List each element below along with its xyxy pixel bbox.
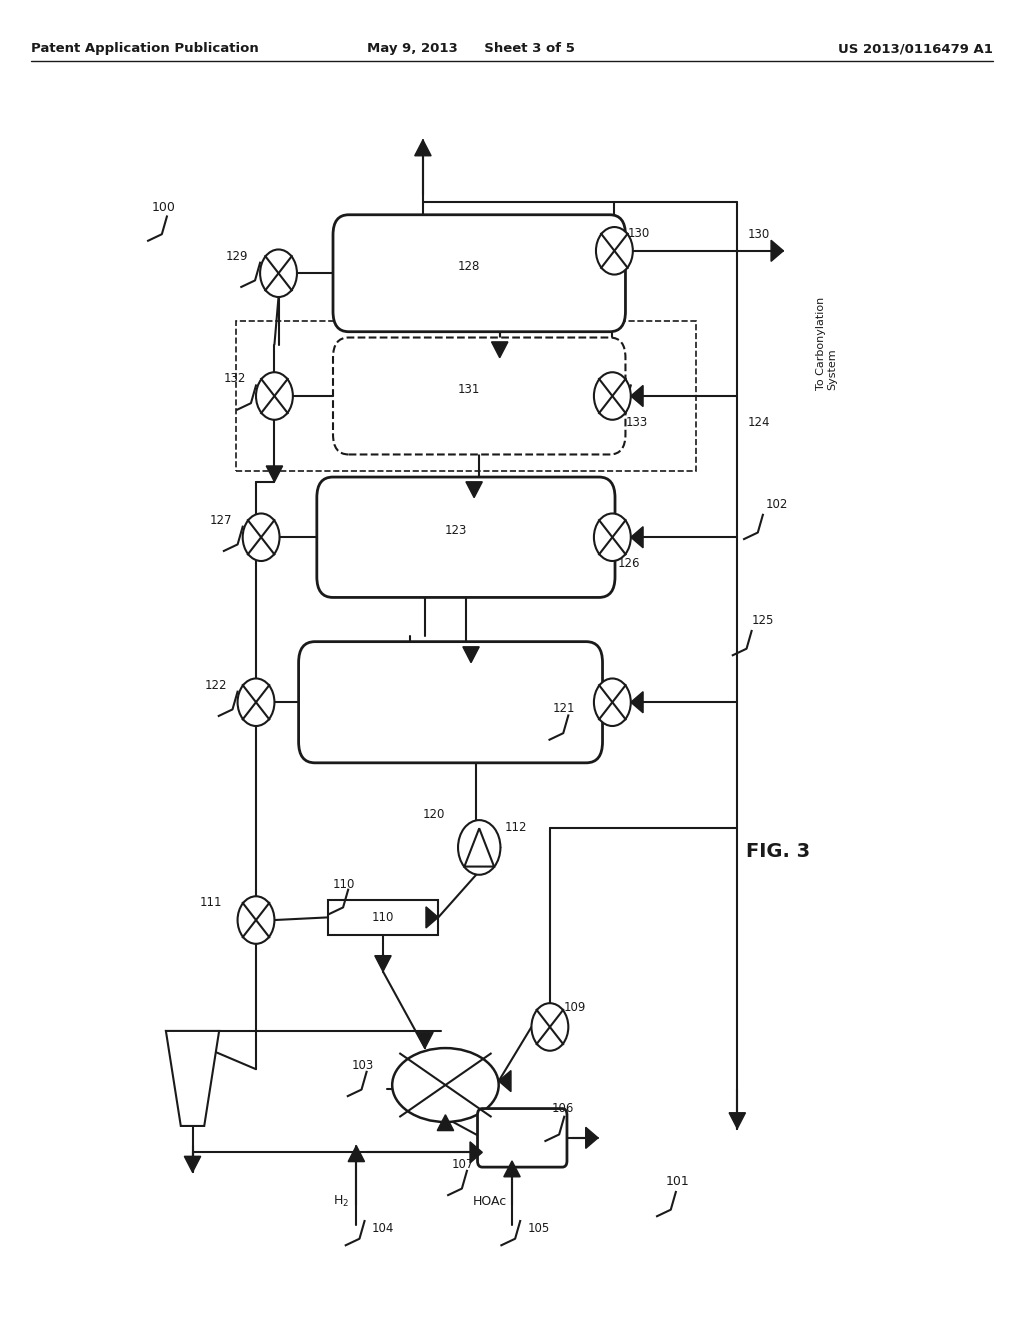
Text: 128: 128 xyxy=(458,260,480,273)
FancyBboxPatch shape xyxy=(316,477,615,598)
Polygon shape xyxy=(631,385,643,407)
Circle shape xyxy=(531,1003,568,1051)
Polygon shape xyxy=(631,692,643,713)
Text: 129: 129 xyxy=(225,249,248,263)
Polygon shape xyxy=(470,1142,482,1163)
Polygon shape xyxy=(417,1032,433,1048)
Text: 127: 127 xyxy=(210,513,232,527)
Polygon shape xyxy=(631,527,643,548)
Text: 109: 109 xyxy=(563,1001,586,1014)
Text: 122: 122 xyxy=(205,678,227,692)
Circle shape xyxy=(256,372,293,420)
Text: 126: 126 xyxy=(617,557,640,570)
Text: HOAc: HOAc xyxy=(472,1195,507,1208)
Polygon shape xyxy=(466,482,482,498)
Text: May 9, 2013  Sheet 3 of 5: May 9, 2013 Sheet 3 of 5 xyxy=(367,42,575,55)
FancyBboxPatch shape xyxy=(333,338,626,454)
Polygon shape xyxy=(492,342,508,358)
Circle shape xyxy=(458,820,501,875)
Circle shape xyxy=(260,249,297,297)
Circle shape xyxy=(596,227,633,275)
Text: 106: 106 xyxy=(552,1102,574,1115)
Circle shape xyxy=(238,678,274,726)
Text: 123: 123 xyxy=(444,524,467,537)
Circle shape xyxy=(594,372,631,420)
Text: 121: 121 xyxy=(553,702,575,715)
Text: 132: 132 xyxy=(223,372,246,385)
Text: 111: 111 xyxy=(200,896,222,909)
Text: 124: 124 xyxy=(748,416,770,429)
Text: 100: 100 xyxy=(152,201,175,214)
Circle shape xyxy=(243,513,280,561)
Text: 105: 105 xyxy=(527,1222,550,1236)
Text: Patent Application Publication: Patent Application Publication xyxy=(31,42,258,55)
Polygon shape xyxy=(499,1071,511,1092)
Text: 102: 102 xyxy=(766,498,788,511)
FancyBboxPatch shape xyxy=(299,642,602,763)
FancyBboxPatch shape xyxy=(328,900,438,935)
Text: 130: 130 xyxy=(628,227,650,240)
Text: 107: 107 xyxy=(452,1158,474,1171)
Circle shape xyxy=(594,513,631,561)
FancyBboxPatch shape xyxy=(477,1109,567,1167)
Text: H$_2$: H$_2$ xyxy=(333,1193,349,1209)
Polygon shape xyxy=(504,1162,520,1177)
Text: 130: 130 xyxy=(748,228,770,242)
Text: To Carbonylation
System: To Carbonylation System xyxy=(816,297,838,389)
Polygon shape xyxy=(463,647,479,663)
Polygon shape xyxy=(586,1127,598,1148)
Polygon shape xyxy=(415,140,431,156)
Polygon shape xyxy=(266,466,283,482)
Text: FIG. 3: FIG. 3 xyxy=(746,842,810,861)
Polygon shape xyxy=(426,907,438,928)
Polygon shape xyxy=(729,1113,745,1129)
FancyBboxPatch shape xyxy=(333,215,626,331)
Text: 110: 110 xyxy=(333,878,355,891)
Text: 110: 110 xyxy=(372,911,394,924)
Text: 112: 112 xyxy=(505,821,527,834)
Circle shape xyxy=(238,896,274,944)
Polygon shape xyxy=(458,830,473,849)
Polygon shape xyxy=(184,1156,201,1172)
Text: 120: 120 xyxy=(423,808,445,821)
Text: US 2013/0116479 A1: US 2013/0116479 A1 xyxy=(839,42,993,55)
Polygon shape xyxy=(348,1146,365,1162)
Text: 104: 104 xyxy=(372,1222,394,1236)
Polygon shape xyxy=(375,956,391,972)
Polygon shape xyxy=(166,1031,219,1126)
Circle shape xyxy=(594,678,631,726)
Ellipse shape xyxy=(392,1048,499,1122)
Polygon shape xyxy=(771,240,783,261)
Text: 125: 125 xyxy=(752,614,774,627)
Text: 131: 131 xyxy=(458,383,480,396)
Text: 133: 133 xyxy=(626,416,648,429)
Text: 103: 103 xyxy=(351,1059,374,1072)
Polygon shape xyxy=(437,1114,454,1130)
Polygon shape xyxy=(465,829,494,866)
Text: 101: 101 xyxy=(666,1175,689,1188)
